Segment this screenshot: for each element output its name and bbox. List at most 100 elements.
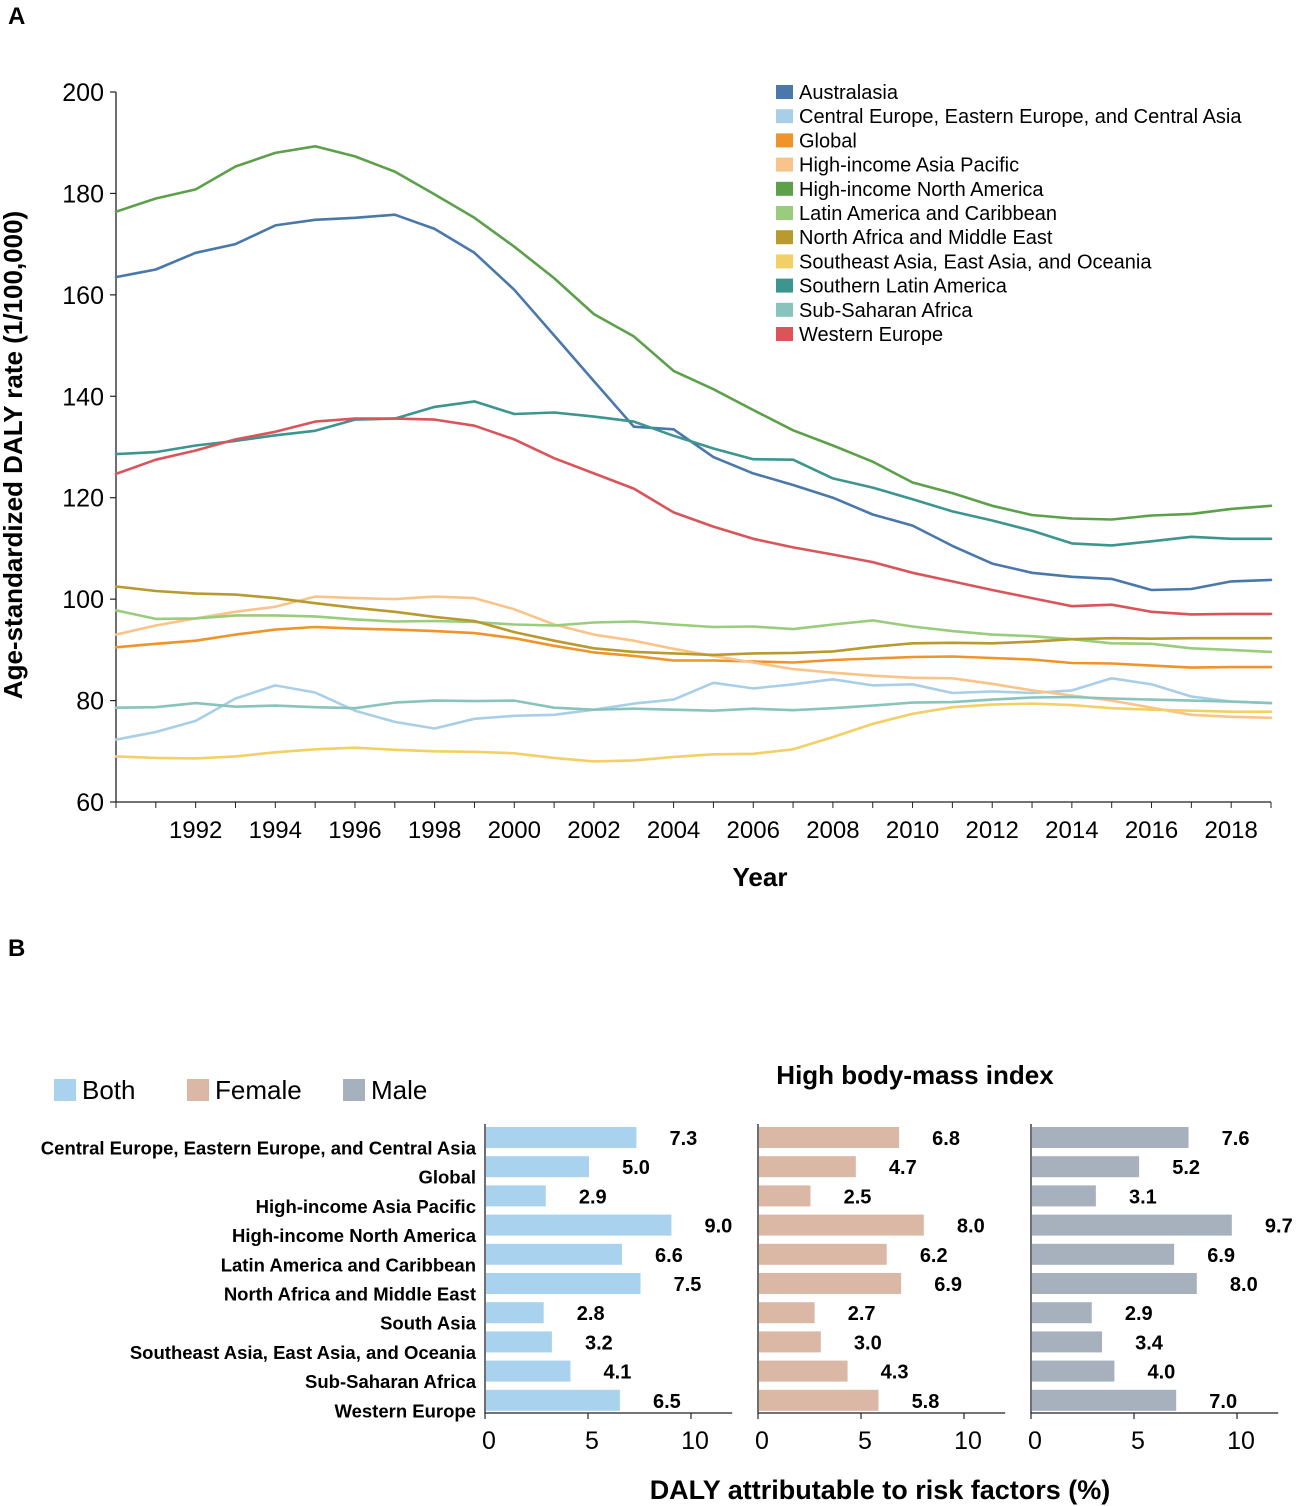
legend-label: North Africa and Middle East — [799, 227, 1053, 249]
legend-label: Female — [215, 1075, 302, 1105]
bar-female — [759, 1360, 848, 1382]
legend-label: Australasia — [799, 82, 899, 104]
line-chart-a: 60 80 100 120 140 160 180 200 1992 1994 1996 1998 20… — [0, 79, 1273, 892]
x-tick-label: 2014 — [1045, 817, 1098, 844]
category-label: Western Europe — [334, 1400, 476, 1421]
legend-swatch — [776, 157, 793, 172]
bar-value-label: 7.3 — [669, 1128, 697, 1150]
x-tick-label: 1996 — [328, 817, 381, 844]
bar-value-label: 6.9 — [934, 1274, 962, 1296]
bar-value-label: 2.7 — [848, 1303, 876, 1325]
x-tick-label: 2012 — [966, 817, 1019, 844]
bar-value-label: 7.6 — [1222, 1128, 1250, 1150]
bar-value-label: 6.5 — [653, 1391, 681, 1413]
series-line-western-europe — [114, 417, 1273, 616]
x-tick-label: 10 — [954, 1427, 982, 1455]
category-label: High-income Asia Pacific — [256, 1196, 476, 1217]
legend-swatch — [776, 230, 793, 245]
legend-swatch — [776, 254, 793, 269]
legend-label: High-income North America — [799, 179, 1044, 201]
x-tick-label: 2000 — [488, 817, 541, 844]
category-label: Global — [418, 1167, 476, 1188]
legend-swatch — [776, 278, 793, 293]
y-tick-label: 80 — [76, 688, 104, 716]
x-tick-label: 0 — [1028, 1427, 1042, 1455]
x-tick-label: 2016 — [1125, 817, 1178, 844]
bar-male — [1032, 1214, 1232, 1236]
legend-label: Southeast Asia, East Asia, and Oceania — [799, 251, 1152, 273]
category-label: Central Europe, Eastern Europe, and Cent… — [41, 1138, 477, 1159]
legend-swatch — [187, 1079, 209, 1101]
x-tick-label: 1994 — [249, 817, 302, 844]
series-line-high-income-north-america — [114, 145, 1273, 521]
category-label: South Asia — [380, 1313, 477, 1334]
bar-male — [1032, 1331, 1103, 1353]
x-tick-label: 0 — [482, 1427, 496, 1455]
bar-value-label: 4.0 — [1147, 1362, 1175, 1384]
x-tick-label: 5 — [858, 1427, 872, 1455]
bar-value-label: 4.1 — [604, 1362, 632, 1384]
bar-value-label: 2.5 — [844, 1186, 872, 1208]
series-line-central-europe-eastern-europe-and-central-asia — [114, 676, 1273, 741]
bar-value-label: 6.8 — [932, 1128, 960, 1150]
bar-chart-xlabel: DALY attributable to risk factors (%) — [650, 1475, 1111, 1505]
bar-both — [486, 1243, 622, 1265]
bar-chart-title: High body-mass index — [776, 1060, 1054, 1090]
series-line-sub-saharan-africa — [114, 695, 1273, 713]
category-label: North Africa and Middle East — [224, 1284, 476, 1305]
legend-label: High-income Asia Pacific — [799, 155, 1019, 177]
y-tick-label: 60 — [76, 789, 104, 817]
bar-both — [486, 1273, 641, 1294]
bar-value-label: 9.0 — [704, 1216, 732, 1238]
bar-value-label: 8.0 — [957, 1216, 985, 1238]
bar-both — [486, 1331, 552, 1353]
bar-panel-female: 0 5 10 6.8 4.7 2.5 8.0 6.2 6.9 2.7 3.0 4.35.8 — [755, 1124, 1006, 1455]
legend-swatch — [776, 133, 793, 148]
bar-value-label: 6.2 — [920, 1245, 948, 1267]
y-tick-label: 100 — [62, 586, 104, 614]
bar-both — [486, 1302, 544, 1324]
legend-swatch — [776, 206, 793, 220]
legend-label: Latin America and Caribbean — [799, 203, 1057, 225]
bar-chart-category-labels: Central Europe, Eastern Europe, and Cent… — [41, 1138, 477, 1422]
bar-both — [486, 1156, 589, 1178]
bar-value-label: 5.2 — [1172, 1157, 1200, 1179]
x-tick-label: 2010 — [886, 817, 939, 844]
bar-panel-both: 0 5 10 7.3 5.0 2.9 9.0 6.6 7.5 2.8 3.2 4.1 6.5 — [482, 1124, 732, 1455]
x-tick-label: 2002 — [567, 817, 620, 844]
x-tick-label: 2004 — [647, 817, 700, 844]
legend-swatch — [776, 85, 793, 99]
legend-label: Global — [799, 130, 857, 152]
bar-male — [1032, 1389, 1177, 1411]
bar-value-label: 3.0 — [854, 1332, 882, 1354]
x-tick-label: 2018 — [1204, 817, 1257, 844]
line-chart-axes: 60 80 100 120 140 160 180 200 1992 1994 1996 1998 20… — [62, 79, 1272, 844]
bar-value-label: 4.3 — [881, 1362, 909, 1384]
legend-label: Central Europe, Eastern Europe, and Cent… — [799, 106, 1242, 128]
x-tick-label: 10 — [1227, 1427, 1255, 1455]
bar-value-label: 3.1 — [1129, 1186, 1157, 1208]
line-chart-ylabel: Age-standardized DALY rate (1/100,000) — [0, 211, 28, 699]
series-line-southern-latin-america — [114, 400, 1273, 547]
series-line-latin-america-and-caribbean — [114, 608, 1273, 654]
bar-female — [759, 1243, 887, 1265]
bar-value-label: 6.6 — [655, 1245, 683, 1267]
bar-female — [759, 1156, 856, 1178]
y-tick-label: 140 — [62, 383, 104, 411]
category-label: Sub-Saharan Africa — [305, 1371, 477, 1392]
bar-male — [1032, 1360, 1115, 1382]
bar-male — [1032, 1243, 1175, 1265]
bar-chart-b: High body-mass index Both Female Male Cent… — [41, 1060, 1293, 1505]
bar-value-label: 6.9 — [1207, 1245, 1235, 1267]
category-label: Latin America and Caribbean — [221, 1254, 476, 1275]
legend-label: Both — [82, 1075, 136, 1105]
bar-value-label: 2.8 — [577, 1303, 605, 1325]
series-line-global — [114, 625, 1273, 669]
y-tick-label: 180 — [62, 180, 104, 208]
bar-female — [759, 1185, 811, 1207]
panel-label-a: A — [8, 3, 25, 30]
bar-chart-legend: Both Female Male — [54, 1075, 427, 1105]
legend-swatch — [776, 327, 793, 341]
bar-panel-male: 0 5 10 7.6 5.2 3.1 9.7 6.9 8.0 2.9 3.4 4.0 7.0 — [1028, 1124, 1293, 1455]
